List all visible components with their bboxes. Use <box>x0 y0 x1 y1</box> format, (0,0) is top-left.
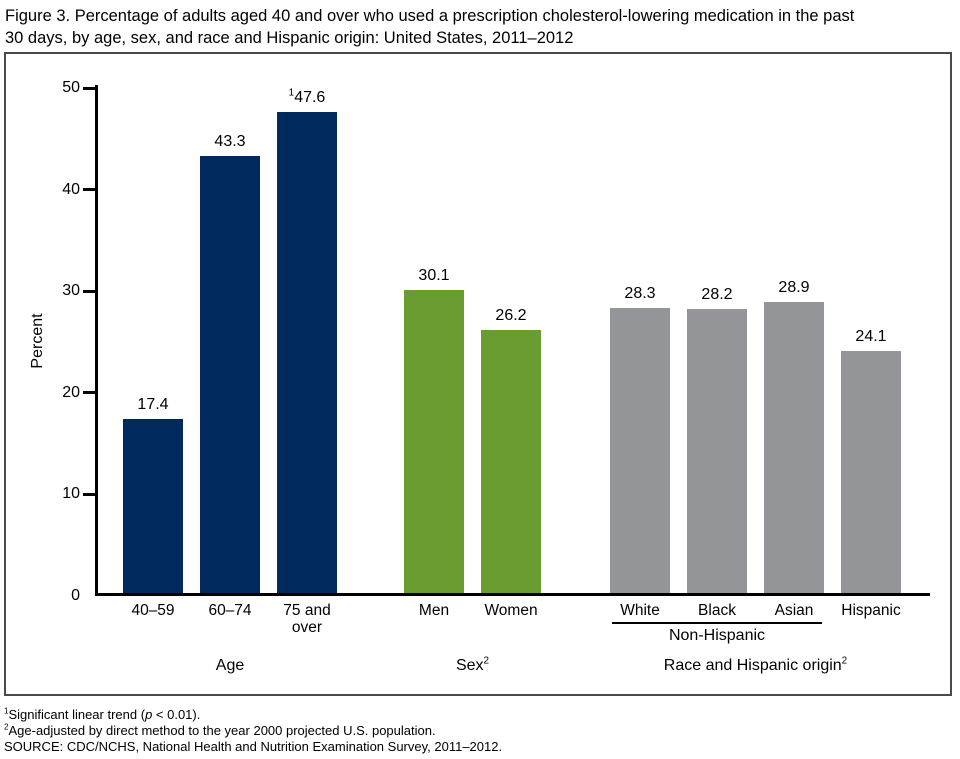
footnote-2-text: Age-adjusted by direct method to the yea… <box>8 723 436 739</box>
footnote-1: 1Significant linear trend (p < 0.01). <box>4 707 502 723</box>
figure-title-line1: Figure 3. Percentage of adults aged 40 a… <box>5 7 855 25</box>
figure-title-line2: 30 days, by age, sex, and race and Hispa… <box>5 29 574 47</box>
chart-frame <box>4 52 952 696</box>
footnotes: 1Significant linear trend (p < 0.01). 2A… <box>4 707 502 756</box>
footnote-1-sup: 1 <box>4 706 9 716</box>
footnote-source: SOURCE: CDC/NCHS, National Health and Nu… <box>4 739 503 755</box>
footnote-2-sup: 2 <box>4 722 9 732</box>
footnote-1-text: Significant linear trend ( <box>8 707 146 722</box>
footnote-2: 2Age-adjusted by direct method to the ye… <box>4 723 502 739</box>
footnote-1-text-end: < 0.01). <box>152 707 201 722</box>
figure-title: Figure 3. Percentage of adults aged 40 a… <box>5 5 953 49</box>
footnote-1-italic-p: p <box>145 707 153 722</box>
